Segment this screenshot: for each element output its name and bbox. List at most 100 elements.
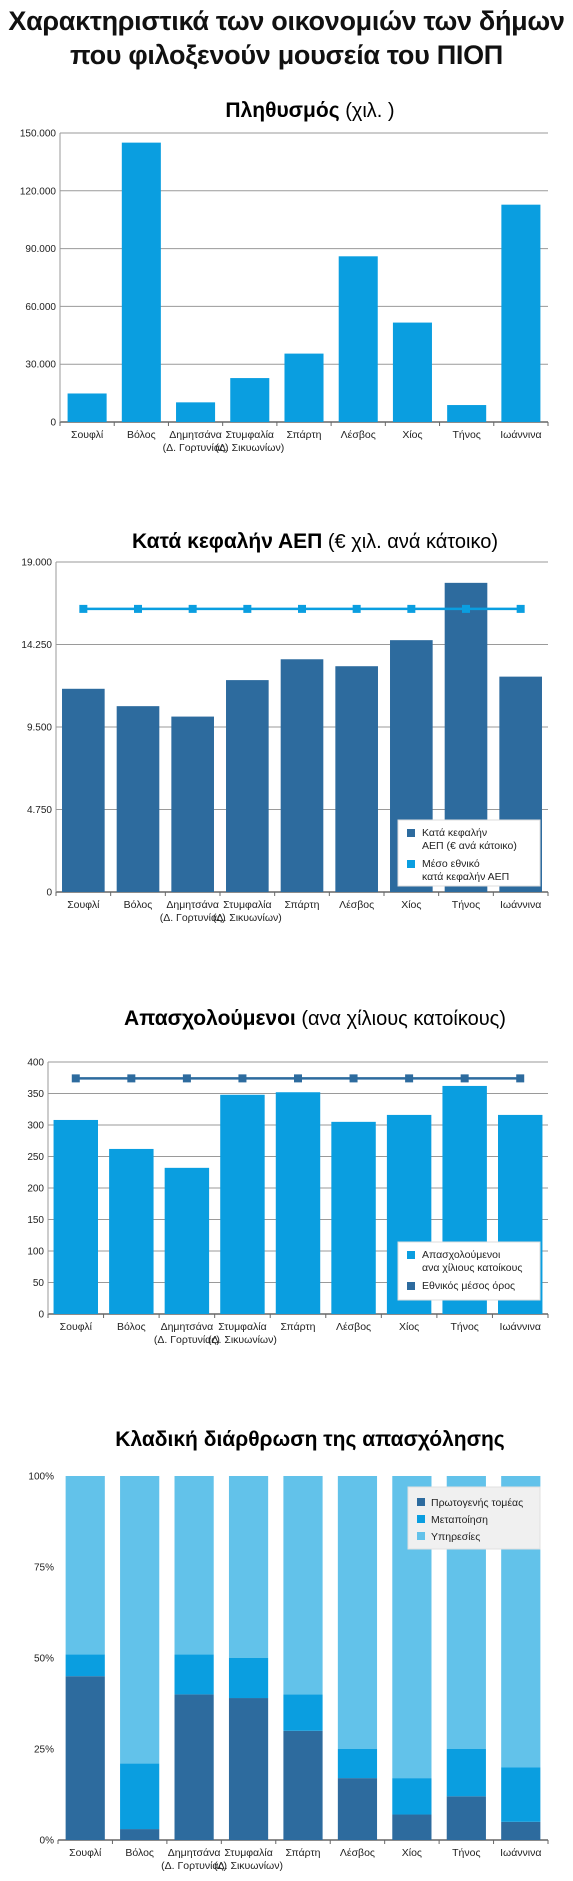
bar [164, 1167, 210, 1314]
legend-label: Εθνικός μέσος όρος [422, 1280, 515, 1292]
bar-segment [120, 1476, 160, 1764]
category-label: Σπάρτη [285, 899, 320, 911]
average-marker [352, 604, 361, 613]
y-tick-label: 0 [38, 1310, 44, 1321]
legend-box [397, 819, 541, 887]
average-marker [516, 1074, 525, 1083]
bar-segment [228, 1698, 269, 1840]
bar [275, 1092, 321, 1314]
y-tick-label: 90.000 [25, 244, 56, 255]
category-label: Δημητσάνα [161, 1321, 214, 1333]
legend-swatch [417, 1498, 425, 1506]
average-marker [238, 1074, 247, 1083]
category-label: Τήνος [452, 899, 480, 911]
bar [335, 666, 378, 892]
chart-title-bold: Κατά κεφαλήν ΑΕΠ [132, 530, 322, 553]
legend-swatch [407, 829, 415, 837]
bar [220, 1094, 265, 1314]
category-label: Σουφλί [71, 429, 104, 441]
average-marker [516, 604, 525, 613]
category-label: Λέσβος [341, 429, 376, 441]
category-label: Βόλος [127, 429, 156, 441]
bar-segment [120, 1763, 160, 1830]
category-label: Χίος [402, 429, 422, 441]
bar-segment [174, 1476, 214, 1655]
category-label: Δημητσάνα [168, 1847, 221, 1859]
category-label: Λέσβος [339, 899, 374, 911]
bar-segment [228, 1476, 269, 1658]
category-label: Βόλος [125, 1847, 154, 1859]
y-tick-label: 200 [27, 1184, 44, 1195]
category-label: Τήνος [450, 1321, 478, 1333]
page-title-line-1: Χαρακτηριστικά των οικονομιών των δήμων [8, 6, 565, 36]
y-tick-label: 30.000 [25, 360, 56, 371]
y-tick-label: 0 [50, 418, 56, 429]
bar-segment [283, 1694, 323, 1731]
category-label: Ιωάννινα [500, 429, 541, 441]
bar-segment [174, 1694, 214, 1840]
category-label: Σουφλί [69, 1847, 102, 1859]
y-tick-label: 25% [34, 1745, 54, 1756]
legend-swatch [417, 1515, 425, 1523]
category-label: Τήνος [452, 1847, 480, 1859]
category-label: Ιωάννινα [500, 1321, 541, 1333]
legend-swatch [407, 860, 415, 868]
chart-title-normal: (€ χιλ. ανά κάτοικο) [322, 531, 498, 553]
y-tick-label: 350 [27, 1089, 44, 1100]
y-tick-label: 400 [27, 1058, 44, 1069]
average-marker [349, 1074, 358, 1083]
bar [121, 142, 161, 422]
category-label: Δημητσάνα [169, 429, 222, 441]
bar [284, 353, 324, 422]
category-sublabel: (Δ. Σικυωνίων) [213, 912, 282, 924]
bar-segment [65, 1676, 105, 1840]
bar-segment [228, 1658, 269, 1699]
category-sublabel: (Δ. Σικυωνίων) [208, 1334, 277, 1346]
legend-swatch [407, 1251, 415, 1259]
chart-title-bold: Πληθυσμός [225, 99, 339, 122]
bar-segment [392, 1778, 432, 1815]
legend-label: Μέσο εθνικό [422, 858, 480, 870]
y-tick-label: 100% [28, 1472, 54, 1483]
legend-swatch [407, 1282, 415, 1290]
bar-segment [446, 1796, 486, 1840]
y-tick-label: 75% [34, 1563, 54, 1574]
legend-label: Μεταποίηση [431, 1514, 488, 1526]
average-marker [188, 604, 197, 613]
y-tick-label: 150 [27, 1215, 44, 1226]
bar [226, 680, 269, 892]
bar-segment [120, 1829, 160, 1840]
y-tick-label: 14.250 [21, 640, 52, 651]
gdp-per-capita-chart: Κατά κεφαλήν ΑΕΠ (€ χιλ. ανά κάτοικο) 0 4.… [21, 530, 549, 924]
bar [176, 402, 216, 422]
category-label: Χίος [402, 1847, 422, 1859]
average-marker [79, 604, 88, 613]
category-sublabel: (Δ. Γορτυνίας) [160, 912, 226, 924]
category-label: Σπάρτη [287, 429, 322, 441]
bar-segment [501, 1767, 541, 1822]
average-marker [294, 1074, 302, 1083]
y-tick-label: 120.000 [20, 186, 57, 197]
y-tick-label: 100 [27, 1247, 44, 1258]
chart-title-normal: (χιλ. ) [340, 100, 395, 122]
page-title: Χαρακτηριστικά των οικονομιών των δήμων … [0, 4, 573, 72]
bar [338, 256, 378, 422]
legend-label: κατά κεφαλήν ΑΕΠ [422, 871, 509, 883]
legend-label: ΑΕΠ (€ ανά κάτοικο) [422, 840, 517, 852]
chart-title-bold: Απασχολούμενοι [124, 1007, 296, 1030]
category-label: Βόλος [117, 1321, 146, 1333]
y-tick-label: 0 [46, 888, 52, 899]
legend-label: ανα χίλιους κατοίκους [422, 1262, 522, 1274]
category-label: Δημητσάνα [166, 899, 219, 911]
y-tick-label: 300 [27, 1121, 44, 1132]
employment-chart: Απασχολούμενοι (ανα χίλιους κατοίκους) 0 5… [27, 1007, 549, 1346]
legend-box [407, 1486, 541, 1550]
bar-segment [337, 1778, 378, 1840]
bar-segment [283, 1476, 323, 1695]
category-label: Ιωάννινα [500, 1847, 541, 1859]
legend-label: Πρωτογενής τομέας [431, 1497, 523, 1509]
category-label: Στυμφαλία [224, 1847, 272, 1859]
legend-box [397, 1241, 541, 1301]
category-label: Στυμφαλία [223, 899, 271, 911]
y-tick-label: 60.000 [25, 302, 56, 313]
